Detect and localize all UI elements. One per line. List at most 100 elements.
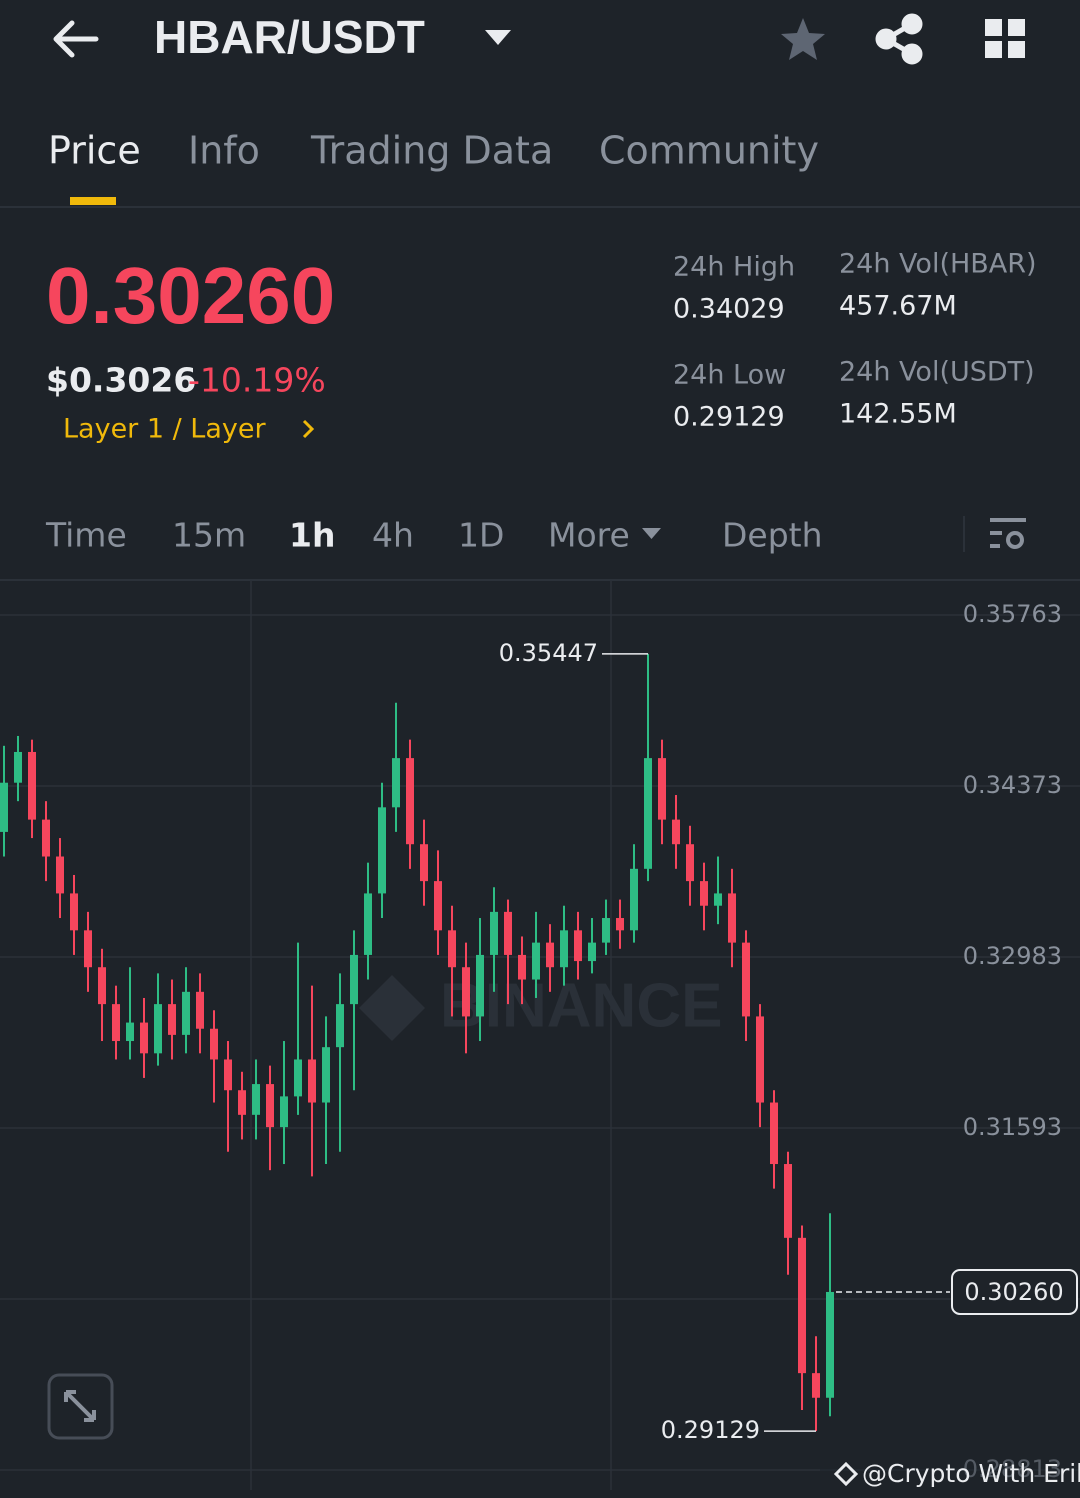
stat-value: 142.55M [839, 399, 957, 430]
stat-label: 24h Vol(USDT) [839, 357, 1035, 388]
candle-body [532, 942, 540, 980]
candle-body [378, 807, 386, 894]
price-change: -10.19% [188, 361, 326, 400]
tab[interactable]: Info [188, 129, 260, 173]
stat-value: 457.67M [839, 291, 957, 322]
candle-body [658, 758, 666, 820]
candle-body [364, 893, 372, 955]
tab-indicator [70, 197, 116, 205]
candle-body [238, 1090, 246, 1115]
interval[interactable]: 1D [458, 516, 504, 555]
tab[interactable]: Trading Data [310, 129, 553, 173]
candle-body [210, 1028, 218, 1060]
candle-body [434, 881, 442, 931]
interval[interactable]: Time [45, 516, 127, 555]
low-marker-label: 0.29129 [661, 1416, 760, 1444]
candle-body [154, 1004, 162, 1054]
candle-body [630, 868, 638, 931]
usd-price: $0.3026 [46, 361, 196, 400]
candle-body [588, 942, 596, 962]
candle-body [126, 1022, 134, 1042]
stat-label: 24h Vol(HBAR) [839, 249, 1037, 280]
last-price-box [951, 1268, 1078, 1315]
tab[interactable]: Community [599, 129, 819, 173]
stat-value: 0.29129 [673, 402, 785, 433]
candle-body [392, 758, 400, 808]
candle-body [224, 1059, 232, 1091]
interval[interactable]: 1h [289, 516, 335, 555]
candle-body [0, 782, 8, 832]
candle-body [490, 911, 498, 955]
last-price: 0.30260 [46, 251, 335, 340]
y-tick-label: 0.32983 [963, 942, 1062, 970]
interval[interactable]: 15m [172, 516, 246, 555]
last-price-label: 0.30260 [964, 1278, 1063, 1306]
candle-body [42, 819, 50, 857]
candle-body [56, 856, 64, 894]
more-dropdown-icon[interactable] [642, 528, 661, 539]
candle-body [728, 893, 736, 943]
watermark: BINANCE [440, 971, 722, 1040]
candle-body [420, 844, 428, 882]
candle-body [546, 942, 554, 968]
candle-body [574, 930, 582, 962]
candle-body [602, 918, 610, 943]
share-icon[interactable] [875, 13, 923, 65]
candle-body [686, 844, 694, 882]
stat-label: 24h Low [673, 360, 786, 391]
candle-body [644, 758, 652, 869]
candle-body [448, 930, 456, 968]
fullscreen-icon[interactable] [64, 1390, 96, 1422]
favorite-icon[interactable] [781, 18, 825, 60]
footer-credit: @Crypto With Erik [862, 1459, 1080, 1488]
stat-label: 24h High [673, 252, 795, 283]
candle-body [84, 930, 92, 968]
candle-body [70, 893, 78, 931]
candle-body [406, 758, 414, 845]
candle-body [196, 991, 204, 1029]
candle-body [182, 991, 190, 1035]
candle-body [336, 1004, 344, 1048]
y-tick-label: 0.35763 [963, 600, 1062, 628]
candle-body [756, 1016, 764, 1103]
candle-body [280, 1096, 288, 1128]
candle-body [826, 1291, 834, 1398]
candle-body [98, 967, 106, 1005]
candle-body [252, 1084, 260, 1115]
interval[interactable]: Depth [722, 516, 823, 555]
candle-body [504, 911, 512, 955]
fullscreen-button[interactable] [47, 1373, 114, 1440]
dropdown-icon[interactable] [485, 30, 511, 45]
sector-tag[interactable]: Layer 1 / Layer [63, 414, 266, 445]
back-button[interactable] [53, 20, 99, 58]
stat-value: 0.34029 [673, 294, 785, 325]
chart-settings-icon[interactable] [990, 518, 1026, 549]
candle-body [322, 1047, 330, 1103]
footer-logo [833, 1461, 859, 1487]
pair-title[interactable]: HBAR/USDT [154, 11, 425, 63]
grid-icon[interactable] [985, 19, 1025, 58]
candle-body [672, 819, 680, 845]
footer-backdrop [820, 1456, 1080, 1494]
candle-body [714, 893, 722, 906]
candle-body [784, 1164, 792, 1238]
candle-body [700, 881, 708, 906]
interval[interactable]: More [548, 516, 630, 555]
candle-body [350, 954, 358, 1005]
candle-body [28, 751, 36, 820]
tab[interactable]: Price [48, 129, 141, 173]
candle-body [308, 1059, 316, 1103]
candle-body [742, 942, 750, 1017]
candle-body [476, 954, 484, 1017]
y-tick-label: 0.34373 [963, 771, 1062, 799]
chevron-icon[interactable] [302, 419, 315, 439]
candle-body [812, 1373, 820, 1398]
interval[interactable]: 4h [372, 516, 414, 555]
high-marker-label: 0.35447 [499, 639, 598, 667]
watermark-logo [359, 975, 425, 1041]
candle-body [140, 1022, 148, 1054]
candle-body [560, 930, 568, 968]
candle-body [112, 1004, 120, 1042]
